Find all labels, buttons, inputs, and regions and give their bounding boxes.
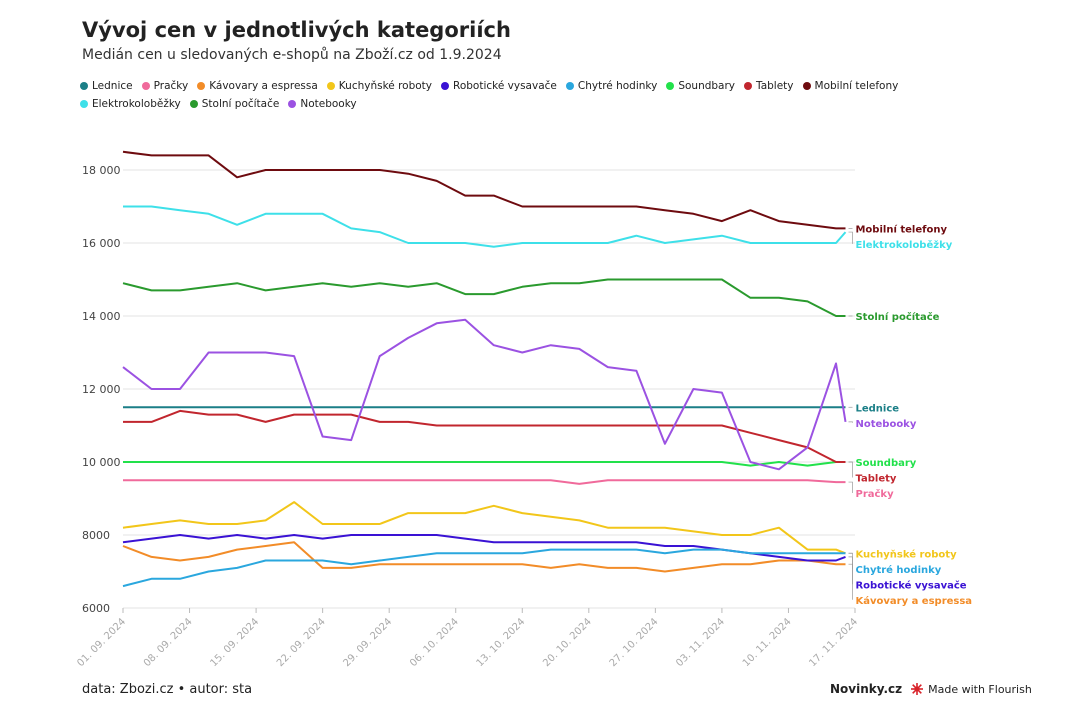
legend-label: Kuchyňské roboty [338,80,433,92]
series-end-label: Pračky [855,488,894,500]
series-end-label: Chytré hodinky [855,564,941,576]
series-end-label: Lednice [855,403,899,414]
legend-item[interactable]: Soundbary [666,80,735,92]
series-end-label: Soundbary [855,458,916,469]
y-tick-label: 6000 [82,602,110,615]
series-line [123,409,846,463]
brand: Novinky.cz Made with Flourish [830,682,1032,696]
series-end-label: Elektrokoloběžky [855,239,952,251]
x-tick-label: 15. 09. 2024 [208,616,261,669]
legend-item[interactable]: Mobilní telefony [802,80,899,92]
y-tick-label: 18 000 [82,164,121,177]
label-connector [848,231,853,244]
legend-swatch [141,82,150,90]
series-line [122,318,847,471]
x-tick-label: 17. 11. 2024 [807,616,860,669]
series-line [122,541,846,573]
brand-name: Novinky.cz [830,682,903,696]
legend-label: Soundbary [678,80,736,92]
chart-subtitle: Medián cen u sledovaných e-shopů na Zbož… [82,47,502,63]
series-line [123,205,847,248]
footer: data: Zbozi.cz • autor: sta [82,682,253,697]
legend-item[interactable]: Kávovary a espressa [197,80,318,92]
series-line [123,461,846,467]
series-line [123,479,846,485]
legend-item[interactable]: Tablety [744,80,794,92]
series-end-label: Robotické vysavače [855,579,966,591]
legend-item[interactable]: Notebooky [288,98,357,110]
x-tick-label: 10. 11. 2024 [741,616,794,669]
legend-swatch [80,100,88,108]
label-connector [848,563,853,600]
legend-label: Elektrokoloběžky [92,98,181,110]
y-tick-label: 8000 [82,529,110,542]
series-line [122,501,846,555]
y-tick-label: 12 000 [82,383,121,396]
x-tick-label: 13. 10. 2024 [475,616,528,669]
legend-label: Stolní počítače [201,98,280,110]
legend-swatch [802,82,811,90]
legend-label: Notebooky [300,98,357,110]
legend-swatch [326,82,335,90]
legend: Lednice Pračky Kávovary a espressa Kuchyňsk… [80,80,1010,110]
series-end-label: Stolní počítače [855,311,939,323]
x-tick-label: 08. 09. 2024 [142,616,195,669]
series-line [122,534,846,562]
x-tick-label: 20. 10. 2024 [541,616,594,669]
x-tick-label: 03. 11. 2024 [674,616,727,669]
legend-label: Lednice [92,80,133,92]
legend-swatch [80,82,88,90]
series-line [122,548,846,588]
x-tick-label: 22. 09. 2024 [275,616,328,669]
legend-swatch [666,82,675,90]
series-end-label: Kuchyňské roboty [855,548,957,560]
series-end-label: Kávovary a espressa [855,595,972,607]
y-tick-label: 10 000 [82,456,121,469]
series-line [122,150,846,230]
legend-item[interactable]: Stolní počítače [189,98,280,110]
legend-swatch [197,82,206,90]
label-connector [848,461,853,478]
label-connector [848,552,853,569]
legend-label: Pračky [153,80,189,92]
legend-label: Tablety [756,80,794,92]
series-end-label: Mobilní telefony [855,223,947,235]
credit: Made with Flourish [928,682,1032,696]
legend-item[interactable]: Lednice [80,80,133,92]
legend-label: Robotické vysavače [453,80,557,92]
x-tick-label: 06. 10. 2024 [408,616,461,669]
series-end-label: Tablety [855,474,896,485]
legend-label: Mobilní telefony [814,80,899,92]
legend-swatch [441,82,450,90]
legend-item[interactable]: Elektrokoloběžky [80,98,181,110]
label-connector [848,481,853,493]
series-end-label: Notebooky [855,419,916,430]
legend-item[interactable]: Kuchyňské roboty [326,80,433,92]
x-tick-label: 29. 09. 2024 [342,616,395,669]
legend-swatch [189,100,198,108]
legend-item[interactable]: Robotické vysavače [441,80,557,92]
legend-swatch [565,82,574,90]
legend-label: Chytré hodinky [577,80,658,92]
legend-item[interactable]: Chytré hodinky [565,80,658,92]
chart-title: Vývoj cen v jednotlivých kategoriích [82,18,511,42]
legend-swatch [288,100,297,108]
legend-label: Kávovary a espressa [209,80,318,92]
x-tick-label: 01. 09. 2024 [75,616,128,669]
y-tick-label: 14 000 [82,310,121,323]
label-connector [848,421,853,423]
legend-swatch [744,82,753,90]
label-connector [848,556,853,585]
y-tick-label: 16 000 [82,237,121,250]
series-line [122,278,846,317]
x-tick-label: 27. 10. 2024 [608,616,661,669]
legend-item[interactable]: Pračky [141,80,189,92]
flourish-icon [911,683,924,695]
